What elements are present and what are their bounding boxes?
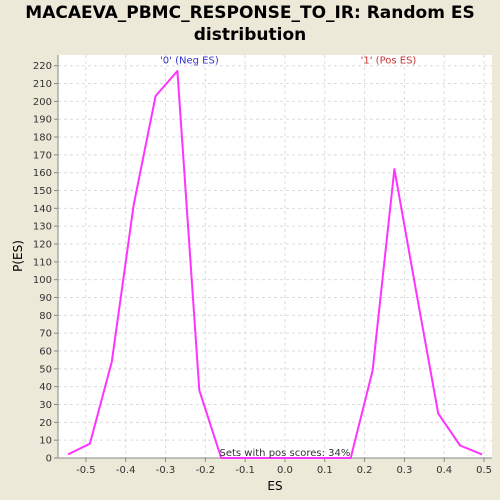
y-tick-label: 50 <box>39 364 52 375</box>
y-tick-label: 190 <box>33 115 52 126</box>
grid-lines <box>58 55 492 459</box>
x-tick-label: 0.4 <box>436 465 452 476</box>
x-tick-label: 0.0 <box>277 465 293 476</box>
annotation-label: '1' (Pos ES) <box>361 56 417 67</box>
y-tick-label: 60 <box>39 347 52 358</box>
x-axis-title: ES <box>267 479 282 493</box>
y-tick-label: 30 <box>39 400 52 411</box>
x-tick-label: 0.3 <box>396 465 412 476</box>
series-line <box>67 70 483 459</box>
y-tick-label: 220 <box>33 61 52 72</box>
y-tick-label: 160 <box>33 168 52 179</box>
y-tick-label: 150 <box>33 186 52 197</box>
y-tick-label: 110 <box>33 257 52 268</box>
y-tick-label: 90 <box>39 293 52 304</box>
plot-area <box>58 55 492 458</box>
series-group <box>67 70 483 459</box>
x-tick-label: 0.5 <box>476 465 492 476</box>
y-tick-label: 170 <box>33 150 52 161</box>
y-tick-label: 210 <box>33 79 52 90</box>
y-tick-label: 100 <box>33 275 52 286</box>
x-tick-label: -0.4 <box>116 465 136 476</box>
y-tick-label: 200 <box>33 97 52 108</box>
annotations: '0' (Neg ES) '1' (Pos ES) Sets with pos sc… <box>160 56 416 459</box>
y-tick-label: 180 <box>33 133 52 144</box>
y-tick-label: 40 <box>39 382 52 393</box>
x-tick-label: 0.1 <box>317 465 333 476</box>
x-tick-label: -0.2 <box>196 465 216 476</box>
x-tick-label: 0.2 <box>357 465 373 476</box>
y-tick-label: 140 <box>33 204 52 215</box>
y-tick-label: 130 <box>33 222 52 233</box>
y-axis-title: P(ES) <box>11 240 25 272</box>
y-tick-label: 70 <box>39 329 52 340</box>
y-tick-label: 80 <box>39 311 52 322</box>
x-tick-label: -0.5 <box>76 465 96 476</box>
x-axis-ticks: -0.5 -0.4 -0.3 -0.2 -0.1 0.0 0.1 0.2 0.3 0.4 0.5 <box>76 458 492 476</box>
y-tick-label: 120 <box>33 240 52 251</box>
y-axis-ticks: 0 10 20 30 40 50 60 70 80 90 100 110 120 130 140 150 160… <box>33 61 58 465</box>
y-tick-label: 20 <box>39 418 52 429</box>
y-tick-label: 0 <box>46 454 52 465</box>
annotation-label: '0' (Neg ES) <box>160 56 219 67</box>
chart-title: MACAEVA_PBMC_RESPONSE_TO_IR: Random ES d… <box>25 3 475 45</box>
x-tick-label: -0.1 <box>235 465 255 476</box>
annotation-label: Sets with pos scores: 34% <box>219 448 350 459</box>
y-tick-label: 10 <box>39 436 52 447</box>
x-tick-label: -0.3 <box>156 465 176 476</box>
